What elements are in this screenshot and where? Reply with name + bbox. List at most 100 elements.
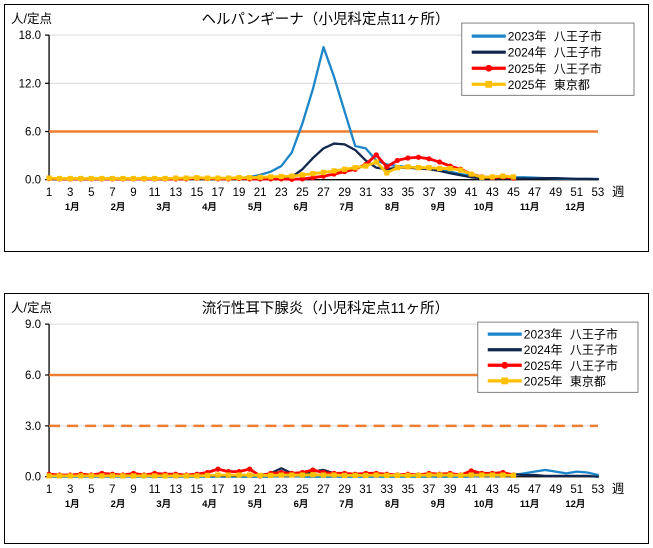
herpangina-x-tick-11: 11 <box>149 187 161 199</box>
mumps-month-1: 1月 <box>65 499 80 510</box>
herpangina-x-tick-45: 45 <box>507 187 520 199</box>
herpangina-month-9: 9月 <box>431 202 446 213</box>
herpangina-x-tick-19: 19 <box>233 187 246 199</box>
mumps-x-tick-33: 33 <box>380 484 393 496</box>
herpangina-legend-area-2: 八王子市 <box>554 61 602 76</box>
herpangina-y-tick-2: 12.0 <box>19 78 41 90</box>
mumps-month-3: 3月 <box>156 499 171 510</box>
herpangina-legend-year-1: 2024年 <box>508 46 547 60</box>
herpangina-x-tick-29: 29 <box>338 187 351 199</box>
herpangina-legend-year-0: 2023年 <box>508 30 547 44</box>
mumps-x-tick-31: 31 <box>359 484 372 496</box>
mumps-x-tick-3: 3 <box>67 484 73 496</box>
mumps-x-tick-25: 25 <box>296 484 309 496</box>
herpangina-month-6: 6月 <box>294 202 309 213</box>
herpangina-month-4: 4月 <box>202 202 217 213</box>
mumps-month-9: 9月 <box>431 499 446 510</box>
mumps-x-tick-27: 27 <box>317 484 330 496</box>
mumps-y-tick-1: 3.0 <box>25 421 41 433</box>
mumps-month-10: 10月 <box>474 499 494 510</box>
mumps-legend-area-1: 八王子市 <box>570 342 618 357</box>
herpangina-legend-year-3: 2025年 <box>508 78 547 92</box>
mumps-x-tick-39: 39 <box>444 484 457 496</box>
mumps-x-tick-29: 29 <box>338 484 351 496</box>
mumps-month-5: 5月 <box>248 499 263 510</box>
mumps-x-tick-11: 11 <box>149 484 161 496</box>
mumps-legend-year-2: 2025年 <box>524 359 563 373</box>
herpangina-legend-area-3: 東京都 <box>554 78 590 92</box>
herpangina-x-tick-1: 1 <box>46 187 52 199</box>
mumps-month-6: 6月 <box>294 499 309 510</box>
mumps-y-tick-3: 9.0 <box>25 319 41 331</box>
herpangina-month-12: 12月 <box>565 202 585 213</box>
herpangina-x-tick-5: 5 <box>88 187 94 199</box>
herpangina-x-tick-23: 23 <box>275 187 288 199</box>
herpangina-x-tick-3: 3 <box>67 187 73 199</box>
mumps-legend-year-1: 2024年 <box>524 343 563 357</box>
mumps-x-tick-1: 1 <box>46 484 52 496</box>
herpangina-x-tick-39: 39 <box>444 187 457 199</box>
herpangina-x-tick-15: 15 <box>190 187 203 199</box>
mumps-x-tick-37: 37 <box>423 484 436 496</box>
mumps-month-7: 7月 <box>339 499 354 510</box>
mumps-svg: 流行性耳下腺炎（小児科定点11ヶ所）人/定点0.03.06.09.01 3 5 7 9 1… <box>11 300 639 510</box>
mumps-x-tick-21: 21 <box>254 484 267 496</box>
mumps-x-tick-13: 13 <box>169 484 182 496</box>
mumps-month-4: 4月 <box>202 499 217 510</box>
mumps-x-tick-47: 47 <box>528 484 541 496</box>
mumps-x-tick-35: 35 <box>402 484 415 496</box>
herpangina-x-tick-25: 25 <box>296 187 309 199</box>
mumps-month-2: 2月 <box>111 499 126 510</box>
herpangina-month-10: 10月 <box>474 202 494 213</box>
herpangina-y-tick-0: 0.0 <box>25 175 41 187</box>
mumps-x-tick-23: 23 <box>275 484 288 496</box>
mumps-x-tick-9: 9 <box>130 484 136 496</box>
mumps-month-12: 12月 <box>565 499 585 510</box>
herpangina-legend-area-0: 八王子市 <box>554 29 602 44</box>
mumps-legend-area-3: 東京都 <box>570 374 606 388</box>
mumps-x-tick-15: 15 <box>190 484 203 496</box>
mumps-y-unit-label: 人/定点 <box>11 301 52 315</box>
herpangina-svg: ヘルパンギーナ（小児科定点11ヶ所）人/定点0.06.012.018.01 3 5 7… <box>11 11 635 213</box>
mumps-x-tick-53: 53 <box>592 484 605 496</box>
herpangina-title: ヘルパンギーナ（小児科定点11ヶ所） <box>201 11 449 28</box>
herpangina-x-tick-49: 49 <box>549 187 562 199</box>
herpangina-month-1: 1月 <box>65 202 80 213</box>
herpangina-month-2: 2月 <box>111 202 126 213</box>
herpangina-y-tick-1: 6.0 <box>25 127 41 139</box>
herpangina-month-8: 8月 <box>385 202 400 213</box>
herpangina-x-tick-47: 47 <box>528 187 541 199</box>
mumps-x-tick-7: 7 <box>109 484 115 496</box>
herpangina-x-tick-27: 27 <box>317 187 330 199</box>
mumps-x-tick-41: 41 <box>465 484 478 496</box>
herpangina-month-3: 3月 <box>156 202 171 213</box>
herpangina-chart-panel: ヘルパンギーナ（小児科定点11ヶ所） 人/定点 0.0 6.0 12.0 18.0 1 3 5 7… <box>4 4 649 252</box>
mumps-title: 流行性耳下腺炎（小児科定点11ヶ所） <box>202 300 449 317</box>
mumps-month-8: 8月 <box>385 499 400 510</box>
herpangina-x-tick-21: 21 <box>254 187 267 199</box>
mumps-legend-area-0: 八王子市 <box>570 327 618 342</box>
mumps-month-11: 11月 <box>520 499 540 510</box>
mumps-x-tick-51: 51 <box>570 484 583 496</box>
herpangina-x-tick-35: 35 <box>402 187 415 199</box>
mumps-x-tick-49: 49 <box>549 484 562 496</box>
herpangina-month-11: 11月 <box>520 202 540 213</box>
herpangina-month-5: 5月 <box>248 202 263 213</box>
mumps-week-axis-label: 週 <box>612 482 625 496</box>
herpangina-week-axis-label: 週 <box>612 185 625 199</box>
mumps-y-tick-0: 0.0 <box>25 472 41 484</box>
mumps-x-tick-17: 17 <box>212 484 225 496</box>
mumps-chart-panel: 流行性耳下腺炎（小児科定点11ヶ所） 人/定点 0.0 3.0 6.0 9.0 1 3 5 7 9 1… <box>4 293 649 544</box>
herpangina-x-tick-31: 31 <box>359 187 372 199</box>
herpangina-x-tick-41: 41 <box>465 187 478 199</box>
herpangina-x-tick-51: 51 <box>570 187 583 199</box>
mumps-legend-area-2: 八王子市 <box>570 358 618 373</box>
herpangina-x-tick-37: 37 <box>423 187 436 199</box>
herpangina-month-7: 7月 <box>339 202 354 213</box>
mumps-legend-year-3: 2025年 <box>524 374 563 388</box>
herpangina-x-tick-53: 53 <box>592 187 605 199</box>
herpangina-x-tick-9: 9 <box>130 187 136 199</box>
herpangina-x-tick-13: 13 <box>169 187 182 199</box>
